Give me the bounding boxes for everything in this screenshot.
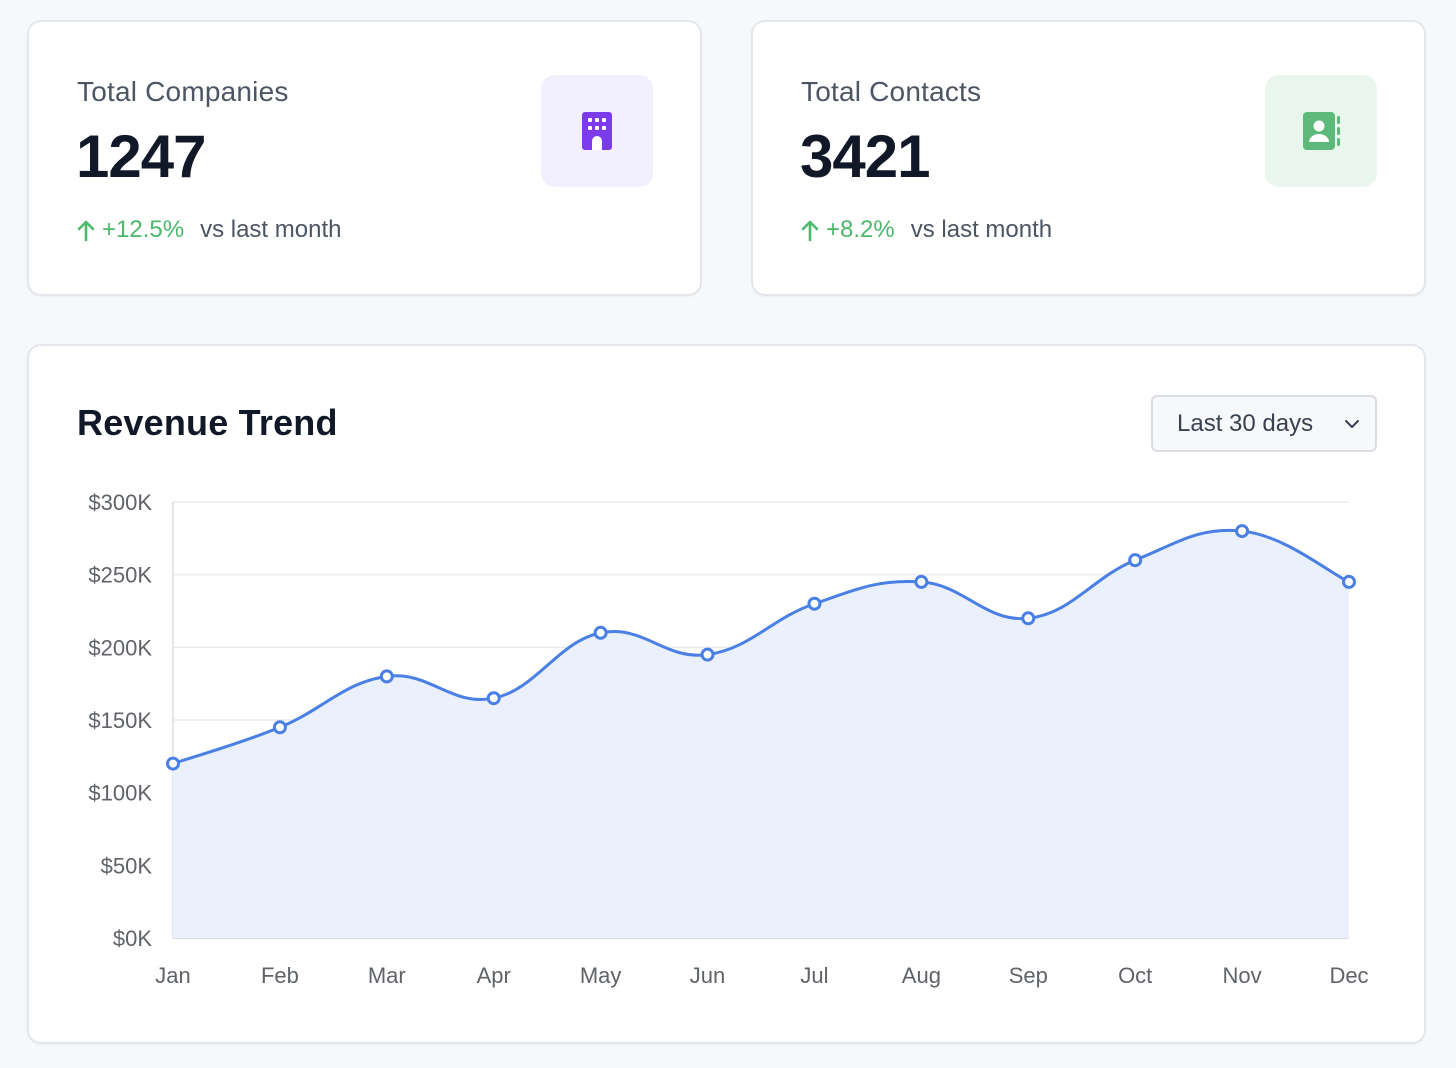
x-tick-label: Mar <box>368 963 406 988</box>
data-point <box>700 647 715 662</box>
x-tick-label: Sep <box>1009 963 1048 988</box>
total-contacts-change-pct: +8.2% <box>826 216 895 243</box>
total-contacts-change: +8.2% vs last month <box>800 216 1052 244</box>
total-contacts-title: Total Contacts <box>801 76 982 107</box>
total-companies-change-pct: +12.5% <box>102 216 185 243</box>
y-tick-label: $150K <box>88 708 152 733</box>
data-point <box>1235 524 1250 539</box>
data-point <box>379 669 394 684</box>
y-tick-label: $100K <box>88 781 152 806</box>
y-tick-label: $250K <box>88 563 152 588</box>
total-companies-card: Total Companies 1247 +12.5% vs last mont… <box>27 20 702 296</box>
x-tick-label: Nov <box>1223 963 1262 988</box>
data-point <box>807 596 822 611</box>
data-point <box>486 691 501 706</box>
total-companies-title: Total Companies <box>77 76 289 107</box>
revenue-area <box>173 530 1349 938</box>
x-tick-label: Apr <box>477 963 511 988</box>
total-companies-compare: vs last month <box>200 216 342 243</box>
data-point <box>1021 611 1036 626</box>
building-icon <box>582 112 612 150</box>
y-tick-label: $50K <box>101 853 153 878</box>
x-tick-label: Dec <box>1329 963 1368 988</box>
x-tick-label: Feb <box>261 963 299 988</box>
x-tick-label: Oct <box>1118 963 1152 988</box>
revenue-trend-card: $0K $50K $100K $150K $200K $250K $300K Jan Feb Ma… <box>27 344 1426 1044</box>
total-companies-value: 1247 <box>76 123 206 190</box>
data-point <box>166 756 180 771</box>
x-tick-label: Jul <box>800 963 828 988</box>
companies-icon-box <box>541 75 653 187</box>
arrow-up-icon <box>801 220 819 242</box>
date-range-selected-value: Last 30 days <box>1177 409 1314 437</box>
data-point <box>593 625 608 640</box>
y-tick-label: $300K <box>88 490 152 515</box>
total-companies-change: +12.5% vs last month <box>76 216 341 244</box>
data-point <box>272 720 287 735</box>
total-contacts-value: 3421 <box>800 123 930 190</box>
data-point <box>914 574 929 589</box>
x-tick-label: Jun <box>690 963 725 988</box>
revenue-line <box>172 528 1350 766</box>
y-tick-label: $0K <box>113 926 152 951</box>
chevron-down-icon <box>1345 420 1359 428</box>
x-tick-label: Aug <box>902 963 941 988</box>
date-range-select[interactable]: Last 30 days <box>1151 395 1377 452</box>
x-tick-label: May <box>580 963 622 988</box>
revenue-trend-title: Revenue Trend <box>77 402 338 443</box>
total-contacts-compare: vs last month <box>910 216 1053 243</box>
x-tick-label: Jan <box>155 963 190 988</box>
revenue-chart: $0K $50K $100K $150K $200K $250K $300K Jan Feb Ma… <box>88 490 1368 988</box>
data-point <box>1342 574 1356 589</box>
total-contacts-card: Total Contacts 3421 +8.2% vs last month <box>751 20 1426 296</box>
contact-book-icon <box>1303 112 1340 150</box>
arrow-up-icon <box>77 220 95 242</box>
contacts-icon-box <box>1265 75 1377 187</box>
data-point <box>1128 553 1143 568</box>
y-tick-label: $200K <box>88 635 152 660</box>
